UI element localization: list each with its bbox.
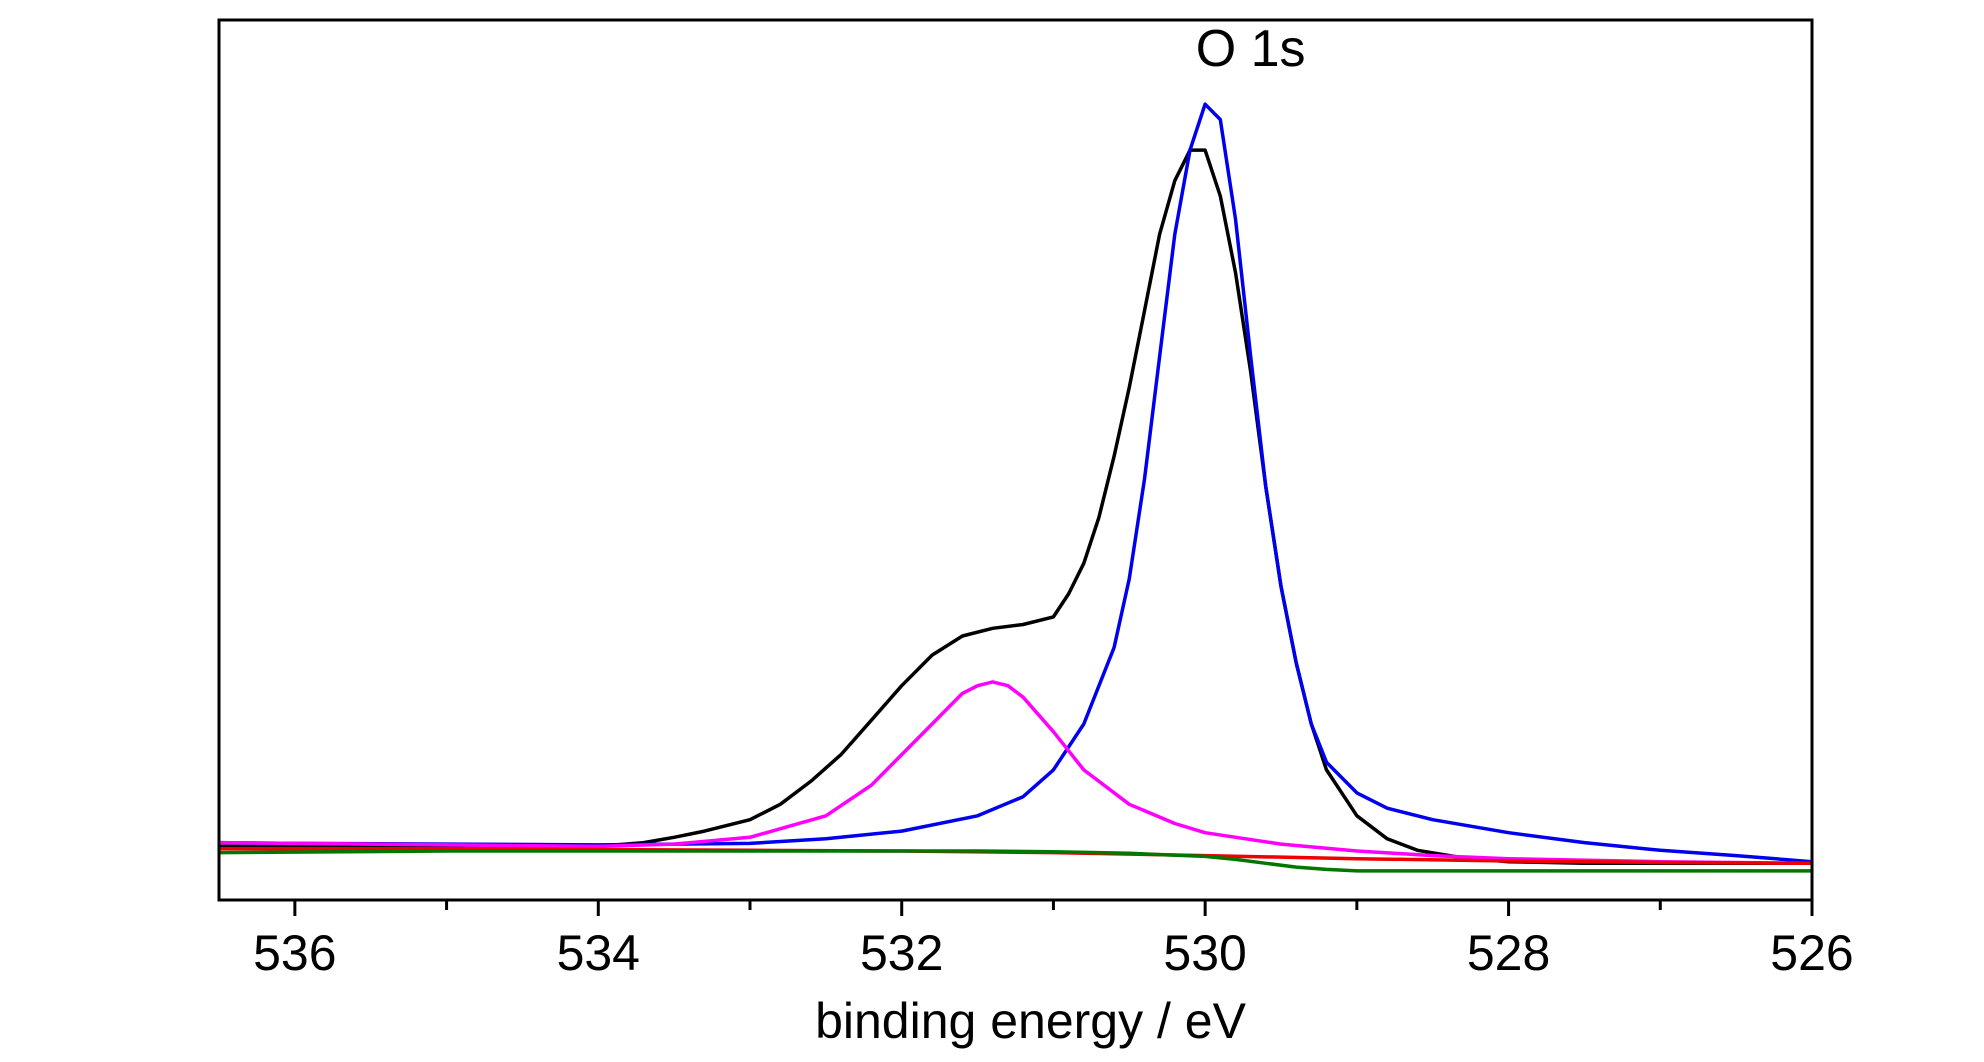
x-tick-label: 534 [557,925,640,981]
x-axis-tick-labels: 536 534 532 530 528 526 [253,925,1854,981]
series-line-0 [219,148,1812,866]
plot-lines [218,102,1813,873]
x-tick-label: 532 [860,925,943,981]
series-line-2 [218,680,1813,866]
series-line-4 [218,849,1812,873]
x-tick-label: 528 [1467,925,1550,981]
plot-frame [217,18,1814,902]
series-line-1 [218,102,1813,864]
x-tick-label: 536 [253,925,336,981]
x-tick-label: 530 [1163,925,1246,981]
x-axis-label: binding energy / eV [815,993,1247,1049]
x-axis-ticks [293,900,1814,916]
x-tick-label: 526 [1770,925,1853,981]
peak-annotation: O 1s [1196,20,1306,78]
